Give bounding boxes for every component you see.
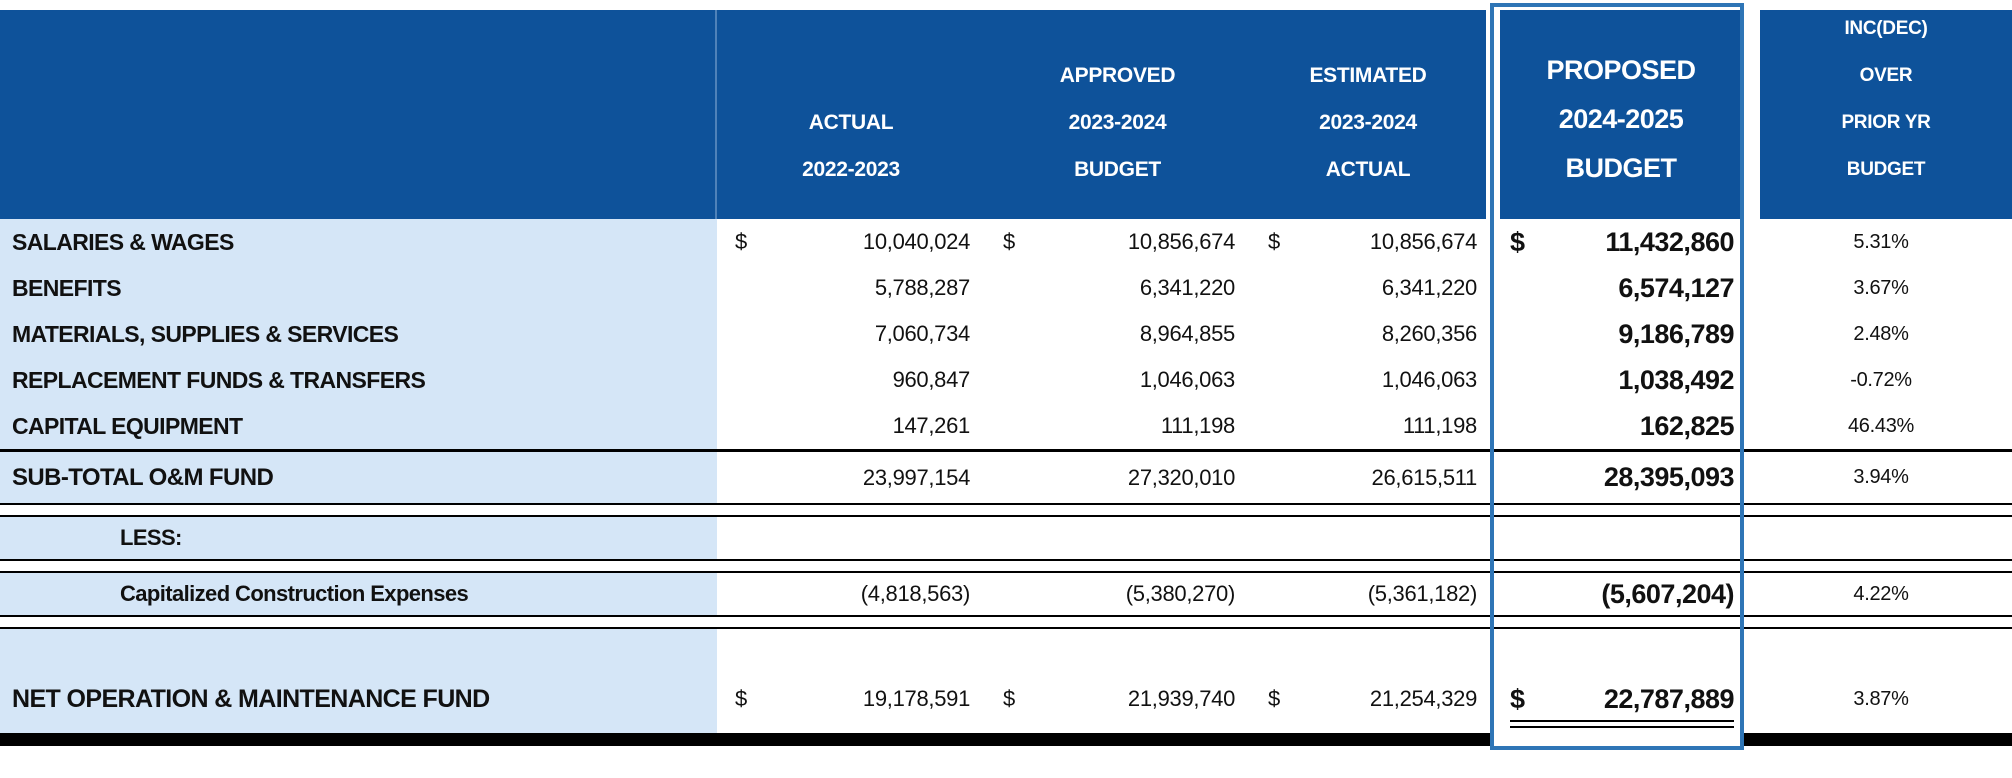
header-line: 2023-2024: [1068, 111, 1167, 134]
row-salaries: SALARIES & WAGES $ 10,040,024 $ 10,856,6…: [0, 219, 2012, 265]
approved-value: 27,320,010: [1127, 464, 1235, 490]
approved-value: $ 10,856,674: [1003, 229, 1235, 254]
proposed-value: 28,395,093: [1603, 462, 1735, 492]
header-label-column: [0, 10, 717, 219]
table-header: ACTUAL 2022-2023 APPROVED 2023-2024 BUDG…: [0, 10, 2012, 219]
header-line: OVER: [1859, 65, 1913, 86]
currency-symbol: $: [735, 229, 747, 254]
currency-symbol: $: [1268, 229, 1280, 254]
row-materials: MATERIALS, SUPPLIES & SERVICES 7,060,734…: [0, 311, 2012, 357]
header-line: INC(DEC): [1844, 18, 1928, 39]
proposed-value: 9,186,789: [1618, 318, 1734, 349]
header-line: 2022-2023: [802, 158, 900, 181]
header-line: ACTUAL: [1325, 158, 1411, 181]
row-label: REPLACEMENT FUNDS & TRANSFERS: [0, 357, 717, 403]
actual-value: $ 10,040,024: [735, 229, 970, 254]
header-line: ACTUAL: [808, 111, 894, 134]
estimated-value: $ 21,254,329: [1268, 686, 1477, 711]
row-label: SUB-TOTAL O&M FUND: [0, 452, 717, 503]
incdec-value: 3.67%: [1853, 276, 1909, 299]
estimated-value: 8,260,356: [1381, 321, 1477, 346]
proposed-value: $ 11,432,860: [1510, 226, 1734, 257]
estimated-value: 26,615,511: [1371, 464, 1478, 490]
bottom-bar: [0, 733, 2012, 746]
header-line: PRIOR YR: [1841, 112, 1931, 133]
incdec-value: 46.43%: [1847, 414, 1915, 437]
approved-value: 8,964,855: [1139, 321, 1235, 346]
header-line: APPROVED: [1059, 64, 1176, 87]
proposed-value: 1,038,492: [1618, 364, 1734, 395]
row-label: Capitalized Construction Expenses: [0, 573, 717, 615]
currency-symbol: $: [1510, 684, 1525, 714]
row-label: MATERIALS, SUPPLIES & SERVICES: [0, 311, 717, 357]
incdec-value: 5.31%: [1853, 230, 1909, 253]
header-line: BUDGET: [1565, 153, 1678, 183]
estimated-value: 1,046,063: [1381, 367, 1477, 392]
estimated-value: (5,361,182): [1367, 581, 1478, 606]
header-line: ESTIMATED: [1309, 64, 1427, 87]
approved-value: (5,380,270): [1125, 581, 1236, 606]
approved-value: $ 21,939,740: [1003, 686, 1235, 711]
currency-symbol: $: [735, 686, 747, 711]
header-line: BUDGET: [1846, 159, 1926, 180]
proposed-value: 6,574,127: [1618, 272, 1734, 303]
currency-symbol: $: [1510, 226, 1525, 257]
row-subtotal: SUB-TOTAL O&M FUND 23,997,154 27,320,010…: [0, 452, 2012, 503]
double-divider: [0, 559, 2012, 573]
header-line: 2023-2024: [1319, 111, 1417, 134]
currency-symbol: $: [1003, 686, 1015, 711]
row-net: NET OPERATION & MAINTENANCE FUND $ 19,17…: [0, 665, 2012, 733]
actual-value: 147,261: [892, 413, 971, 438]
actual-value: $ 19,178,591: [735, 686, 970, 711]
double-divider: [0, 615, 2012, 629]
proposed-value: (5,607,204): [1601, 578, 1734, 609]
actual-value: 23,997,154: [862, 464, 970, 490]
header-estimated-column: ESTIMATED 2023-2024 ACTUAL: [1250, 10, 1492, 219]
approved-value: 6,341,220: [1139, 275, 1235, 300]
estimated-value: $ 10,856,674: [1268, 229, 1477, 254]
header-line: 2024-2025: [1558, 104, 1684, 134]
spacer-row: [0, 629, 2012, 665]
row-replacement: REPLACEMENT FUNDS & TRANSFERS 960,847 1,…: [0, 357, 2012, 403]
row-label: LESS:: [0, 517, 717, 559]
row-benefits: BENEFITS 5,788,287 6,341,220 6,341,220 6…: [0, 265, 2012, 311]
incdec-value: 3.87%: [1853, 687, 1909, 710]
estimated-value: 6,341,220: [1381, 275, 1477, 300]
header-proposed-column: PROPOSED 2024-2025 BUDGET: [1492, 10, 1750, 219]
actual-value: 7,060,734: [874, 321, 970, 346]
approved-value: 111,198: [1160, 413, 1235, 438]
proposed-value: $ 22,787,889: [1492, 665, 1750, 733]
currency-symbol: $: [1003, 229, 1015, 254]
incdec-value: 2.48%: [1853, 322, 1909, 345]
proposed-value: 162,825: [1639, 410, 1735, 441]
actual-value: (4,818,563): [860, 581, 971, 606]
header-line: BUDGET: [1074, 158, 1161, 181]
double-divider: [0, 503, 2012, 517]
incdec-value: -0.72%: [1850, 368, 1912, 391]
actual-value: 960,847: [892, 367, 971, 392]
incdec-value: 3.94%: [1853, 466, 1909, 488]
currency-symbol: $: [1268, 686, 1280, 711]
row-label: SALARIES & WAGES: [0, 219, 717, 265]
estimated-value: 111,198: [1402, 413, 1477, 438]
header-incdec-column: INC(DEC) OVER PRIOR YR BUDGET: [1750, 10, 2012, 219]
section-divider: [0, 449, 2012, 452]
approved-value: 1,046,063: [1139, 367, 1235, 392]
header-line: PROPOSED: [1546, 55, 1696, 85]
double-underlined-total: $ 22,787,889: [1510, 684, 1735, 728]
incdec-value: 4.22%: [1853, 582, 1909, 605]
row-label: BENEFITS: [0, 265, 717, 311]
row-less: LESS:: [0, 517, 2012, 559]
actual-value: 5,788,287: [874, 275, 970, 300]
header-approved-column: APPROVED 2023-2024 BUDGET: [985, 10, 1250, 219]
header-actual-column: ACTUAL 2022-2023: [717, 10, 985, 219]
row-label: NET OPERATION & MAINTENANCE FUND: [0, 665, 717, 733]
row-label: CAPITAL EQUIPMENT: [0, 403, 717, 449]
row-capitalized-construction: Capitalized Construction Expenses (4,818…: [0, 573, 2012, 615]
row-capital-equipment: CAPITAL EQUIPMENT 147,261 111,198 111,19…: [0, 403, 2012, 449]
